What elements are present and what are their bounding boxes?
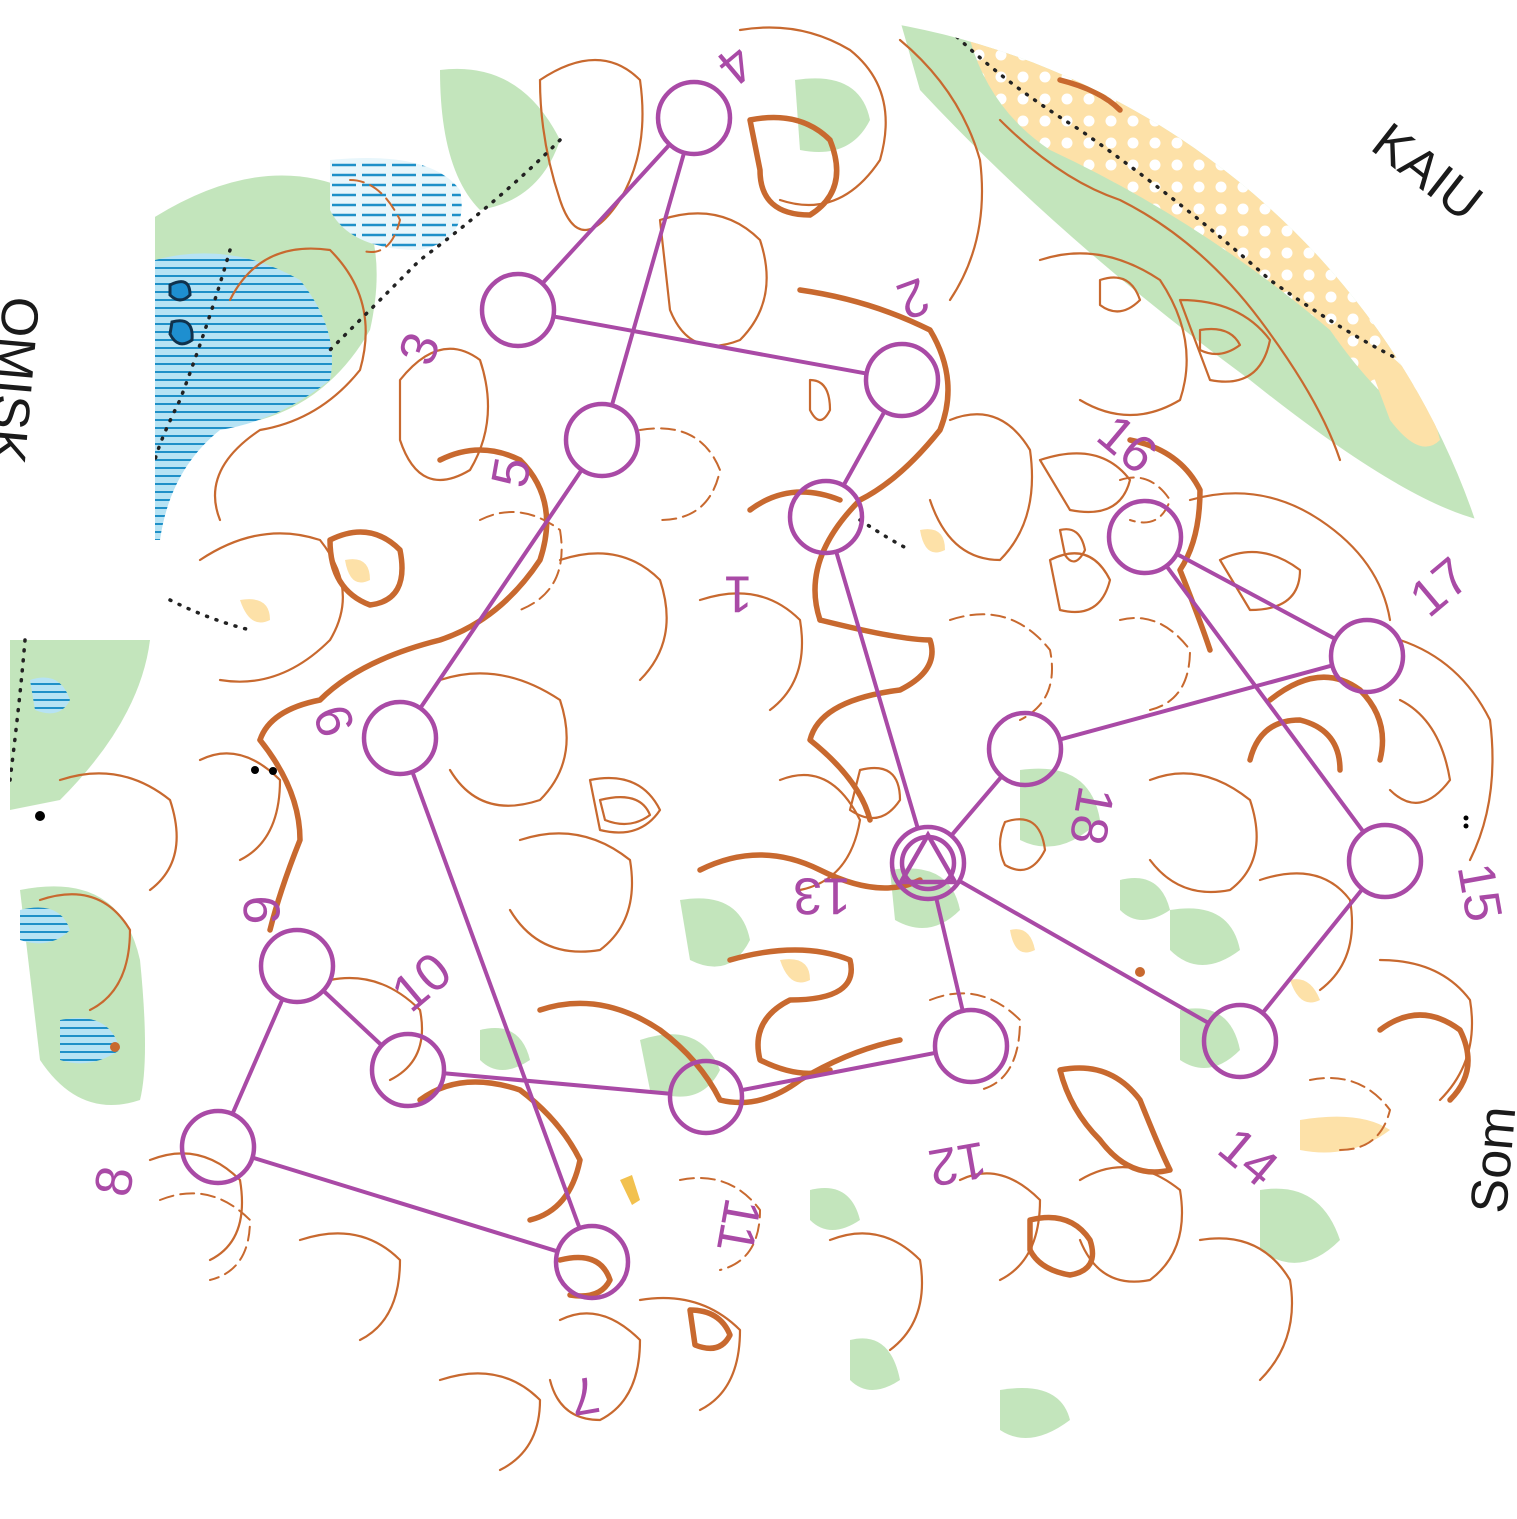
control-number-14: 14 — [1207, 1117, 1289, 1199]
control-circle — [667, 1058, 745, 1136]
course-leg — [1164, 564, 1366, 834]
finish-triangle — [897, 830, 959, 885]
control-number-12: 12 — [924, 1130, 991, 1197]
map-terrain — [10, 20, 1494, 1472]
course-leg — [1175, 552, 1337, 641]
course-leg — [1059, 663, 1333, 742]
course-leg — [251, 1155, 559, 1254]
course-leg — [1261, 887, 1364, 1015]
course-leg — [958, 879, 1210, 1025]
control-number-10: 10 — [381, 942, 463, 1024]
course-leg — [553, 314, 867, 376]
control-circle — [655, 79, 733, 157]
control-circle — [863, 341, 941, 419]
control-number-1: 1 — [724, 564, 753, 622]
control-circle — [1346, 822, 1424, 900]
control-number-18: 18 — [1058, 782, 1125, 849]
start-circle — [787, 478, 865, 556]
control-number-13: 13 — [793, 866, 851, 924]
control-circle — [986, 710, 1064, 788]
control-circle — [563, 401, 641, 479]
control-circle — [1106, 498, 1184, 576]
open-land-layer — [240, 40, 1450, 1205]
course-leg — [834, 550, 920, 830]
place-name-right: Som — [1460, 1104, 1517, 1216]
tracks-layer — [10, 28, 1402, 782]
control-number-15: 15 — [1446, 859, 1513, 926]
course-leg — [410, 771, 582, 1229]
control-circle — [553, 1223, 631, 1301]
course-leg — [443, 1071, 671, 1096]
course-leg — [609, 152, 687, 406]
course-leg — [540, 143, 672, 285]
place-name-kaiu: KAIU — [1361, 112, 1492, 232]
control-circle — [179, 1108, 257, 1186]
control-circle — [258, 927, 336, 1005]
point-features — [35, 766, 1469, 1052]
course-leg — [230, 998, 285, 1115]
place-name-left: OMISK — [0, 294, 49, 466]
control-number-17: 17 — [1399, 547, 1481, 629]
control-circle — [932, 1007, 1010, 1085]
control-number-2: 2 — [890, 266, 937, 330]
course-leg — [934, 897, 965, 1012]
finish-inner-circle — [899, 834, 957, 892]
control-circle — [889, 824, 967, 902]
control-circle — [1201, 1002, 1279, 1080]
control-circle — [369, 1031, 447, 1109]
control-number-16: 16 — [1086, 404, 1168, 486]
course-leg — [841, 410, 887, 487]
control-number-7: 7 — [565, 1364, 604, 1426]
control-number-11: 11 — [705, 1194, 771, 1257]
course-leg — [949, 775, 1004, 837]
control-circle — [479, 271, 557, 349]
control-number-9: 9 — [234, 896, 292, 925]
control-number-8: 8 — [84, 1162, 146, 1201]
course-leg — [418, 468, 584, 710]
contour-layer — [38, 26, 1494, 1472]
control-number-3: 3 — [388, 325, 452, 372]
control-circle — [361, 699, 439, 777]
control-number-5: 5 — [481, 453, 543, 492]
course-leg — [321, 989, 384, 1047]
course-leg — [740, 1050, 937, 1093]
control-circle — [1328, 617, 1406, 695]
